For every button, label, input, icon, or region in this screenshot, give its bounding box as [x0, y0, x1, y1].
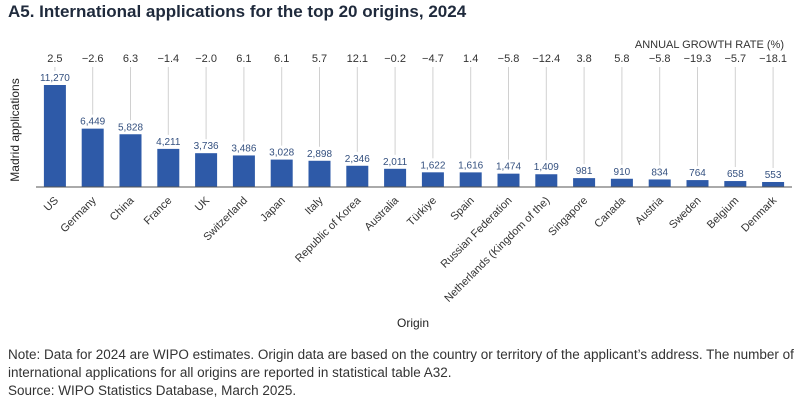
growth-rate-label: 6.1 — [236, 53, 251, 65]
bar-value-label: 910 — [614, 167, 631, 178]
bar-value-label: 2,346 — [345, 154, 370, 165]
x-tick-label: Canada — [592, 194, 628, 230]
bar — [346, 165, 369, 187]
bar — [610, 178, 633, 187]
value-labels: 11,270 6,449 5,828 4,211 3,736 3,486 3,028 2,89… — [40, 73, 782, 181]
bar — [81, 128, 104, 187]
growth-rate-label: 6.1 — [274, 53, 289, 65]
x-tick-label: China — [108, 194, 137, 223]
bar — [157, 148, 180, 187]
bar — [686, 180, 709, 187]
x-tick-label: Republic of Korea — [293, 194, 364, 265]
bar — [384, 168, 407, 187]
bar — [195, 153, 218, 187]
bar — [648, 179, 671, 187]
growth-rate-label: −1.4 — [157, 53, 179, 65]
bars — [43, 85, 785, 187]
bar — [43, 85, 66, 187]
growth-lines — [54, 67, 774, 168]
x-tick-label: Türkiye — [405, 195, 439, 229]
growth-rate-label: −2.6 — [82, 53, 104, 65]
growth-rate-label: −12.4 — [532, 53, 560, 65]
bar-value-label: 764 — [689, 168, 706, 179]
growth-rate-label: −4.7 — [422, 53, 444, 65]
x-tick-label: Sweden — [667, 195, 704, 232]
x-tick-label: France — [142, 195, 175, 228]
bar-value-label: 6,449 — [80, 117, 105, 128]
growth-rate-label: −0.2 — [384, 53, 406, 65]
growth-rate-label: 3.8 — [576, 53, 591, 65]
x-tick-label: Italy — [303, 194, 326, 217]
bar — [573, 178, 596, 187]
growth-rate-label: 5.8 — [614, 53, 629, 65]
bar-value-label: 3,486 — [231, 143, 256, 154]
bar — [497, 173, 520, 187]
bar — [308, 160, 331, 187]
bar-value-label: 1,409 — [534, 162, 559, 173]
x-tick-label: UK — [193, 194, 213, 214]
bar-value-label: 2,011 — [383, 157, 408, 168]
bar-value-label: 5,828 — [118, 122, 143, 133]
growth-rate-label: 2.5 — [47, 53, 62, 65]
growth-rate-title: ANNUAL GROWTH RATE (%) — [635, 39, 784, 51]
x-tick-label: US — [42, 195, 61, 214]
bar-value-label: 1,622 — [420, 160, 445, 171]
bar — [421, 172, 444, 187]
bar — [459, 172, 482, 187]
bar-value-label: 4,211 — [156, 137, 181, 148]
x-tick-label: Belgium — [705, 195, 742, 232]
x-tick-label: Japan — [258, 195, 288, 225]
bar — [762, 181, 785, 187]
chart-title: A5. International applications for the t… — [8, 2, 467, 21]
source-note: Source: WIPO Statistics Database, March … — [8, 383, 297, 398]
x-tick-label: Singapore — [546, 195, 590, 239]
x-tick-label: Russian Federation — [439, 195, 515, 271]
bar — [270, 159, 293, 187]
growth-rate-label: 1.4 — [463, 53, 478, 65]
growth-rate-label: 12.1 — [347, 53, 368, 65]
growth-rate-label: −5.8 — [498, 53, 520, 65]
bar-value-label: 2,898 — [307, 149, 332, 160]
x-tick-label: Germany — [58, 194, 99, 235]
growth-rate-label: 5.7 — [312, 53, 327, 65]
x-tick-label: Australia — [362, 194, 401, 233]
growth-rate-label: −19.3 — [684, 53, 712, 65]
growth-rate-label: −5.7 — [724, 53, 746, 65]
bar — [724, 181, 747, 187]
x-axis-title: Origin — [397, 316, 429, 330]
x-tick-label: Denmark — [739, 194, 779, 234]
bar — [535, 174, 558, 187]
bar-value-label: 3,028 — [269, 148, 294, 159]
bar-value-label: 3,736 — [194, 141, 219, 152]
footnote: Note: Data for 2024 are WIPO estimates. … — [8, 347, 794, 380]
bar-value-label: 834 — [651, 167, 668, 178]
bar — [232, 155, 255, 187]
y-axis-title: Madrid applications — [8, 78, 22, 181]
bar-value-label: 11,270 — [40, 73, 70, 84]
growth-rate-label: −18.1 — [759, 53, 787, 65]
bar-value-label: 1,474 — [496, 162, 521, 173]
x-tick-label: Austria — [633, 194, 666, 227]
bar-value-label: 1,616 — [458, 160, 483, 171]
bar-value-label: 981 — [576, 166, 593, 177]
growth-rate-label: −5.8 — [649, 53, 671, 65]
growth-labels: 2.5 −2.6 6.3 −1.4 −2.0 6.1 6.1 5.7 12.1 −0.2 −4.7 1… — [47, 53, 787, 65]
x-tick-label: Spain — [448, 195, 476, 223]
growth-rate-label: 6.3 — [123, 53, 138, 65]
bar-chart: 11,270 6,449 5,828 4,211 3,736 3,486 3,028 2,89… — [8, 39, 792, 330]
bar — [119, 134, 142, 187]
bar-value-label: 553 — [765, 170, 782, 181]
bar-value-label: 658 — [727, 169, 744, 180]
growth-rate-label: −2.0 — [195, 53, 217, 65]
